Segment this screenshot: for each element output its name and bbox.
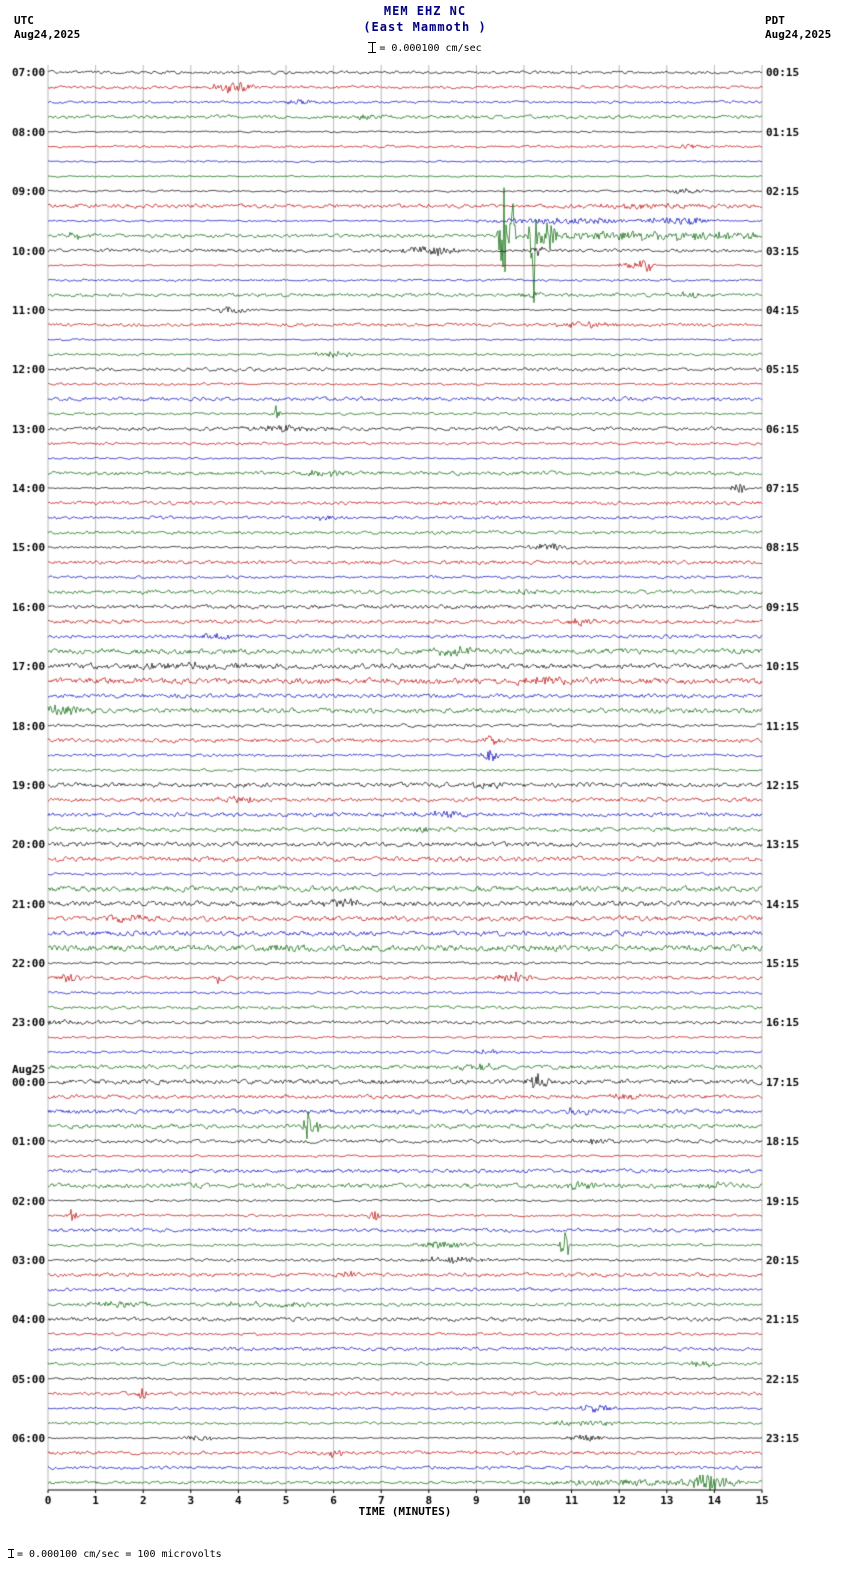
scale-bar-small-icon [8,1549,14,1558]
scale-row: = 0.000100 cm/sec [0,42,850,54]
footer-scale-note: = 0.000100 cm/sec = 100 microvolts [8,1549,222,1560]
utc-header: UTC Aug24,2025 [14,14,80,42]
station-title: MEM EHZ NC [383,4,467,18]
scale-text: = 0.000100 cm/sec [379,43,482,54]
pdt-label: PDT [765,14,785,27]
station-subtitle: (East Mammoth ) [363,20,487,34]
scale-bar-icon [368,42,377,53]
x-axis-label: TIME (MINUTES) [358,1505,452,1518]
pdt-date: Aug24,2025 [765,28,832,41]
pdt-header: PDT Aug24,2025 [765,14,831,42]
title-block: MEM EHZ NC (East Mammoth ) = 0.000100 cm… [0,4,850,54]
utc-label: UTC [14,14,34,27]
footer-text: = 0.000100 cm/sec = 100 microvolts [17,1549,222,1560]
utc-date: Aug24,2025 [14,28,81,41]
